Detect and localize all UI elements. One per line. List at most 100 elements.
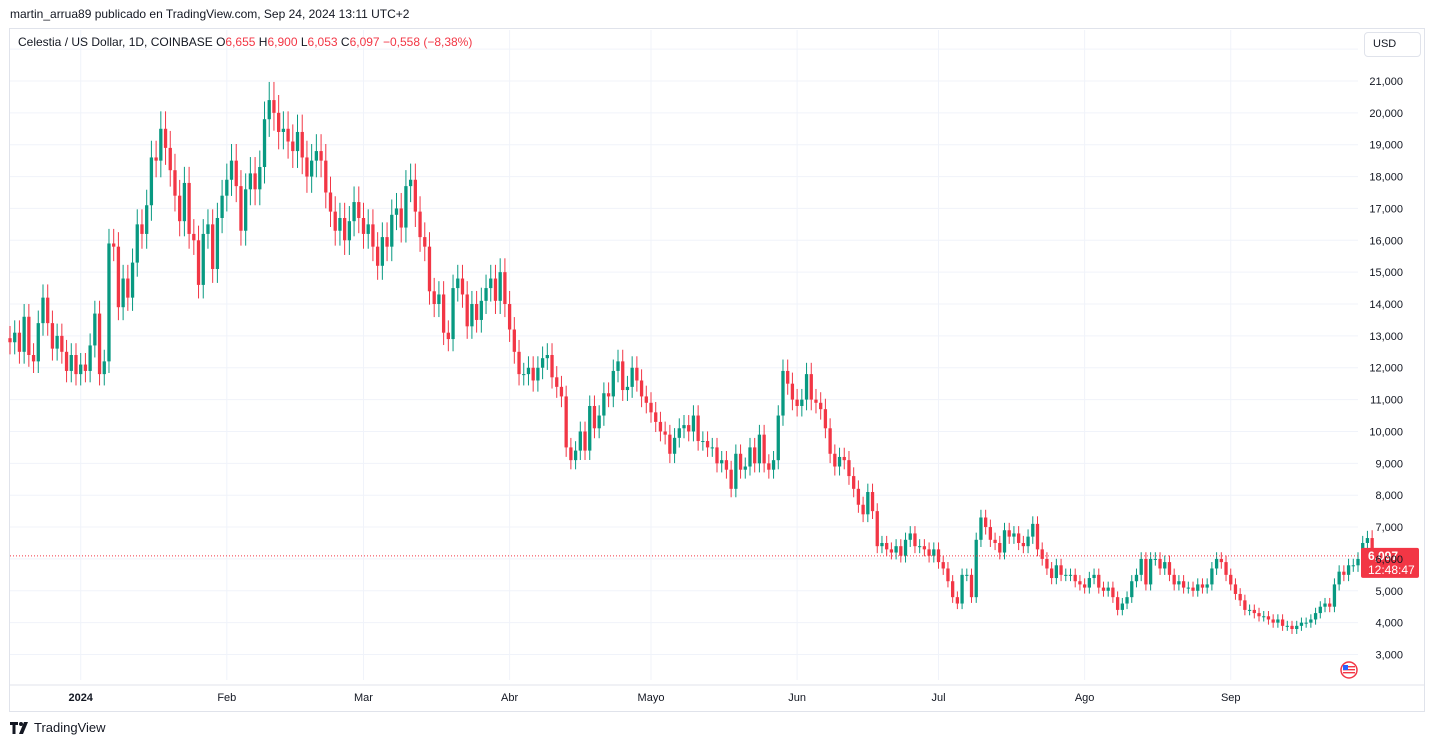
candle [998,535,1002,560]
candle-body [168,147,172,171]
currency-button[interactable]: USD [1364,32,1421,57]
candle-body [795,399,799,406]
candle [441,281,446,346]
candle-body [979,517,983,540]
candle [1064,568,1068,582]
candle [178,179,182,237]
candle-body [163,128,168,148]
candle [130,248,135,311]
candle-body [244,189,248,231]
candle-body [913,533,917,547]
candle [1356,552,1360,572]
price-tick-label: 19,000 [1369,140,1403,152]
candle [720,450,724,473]
candle-body [154,157,158,161]
candle [536,356,540,392]
us-flag-icon[interactable] [1340,661,1358,679]
candle-body [545,355,549,359]
candle [423,222,427,262]
candle [705,431,710,457]
candle-body [1224,562,1228,575]
candle-body [352,202,356,222]
candle-body [1186,587,1190,589]
candle-body [616,361,620,371]
candle [842,447,846,470]
candle-body [13,332,17,343]
candle [1111,581,1115,603]
candle [17,320,22,364]
candle [451,274,455,352]
candle-body [1356,558,1360,566]
candle-body [69,355,73,371]
candle [828,418,832,464]
low-label: L [300,35,308,49]
candle-body [1205,584,1209,588]
candle-body [738,453,743,470]
candle [592,395,597,439]
candle [889,542,894,560]
candle [215,202,220,283]
candle [1012,526,1016,544]
price-tick-label: 18,000 [1369,172,1403,184]
candle-body [724,460,729,470]
candle [1323,597,1327,613]
candle [767,454,771,479]
candle-body [423,237,427,247]
candle [333,196,337,246]
candle [1328,597,1332,613]
price-tick-label: 13,000 [1369,331,1403,343]
candles [8,81,1374,634]
candle [936,542,941,569]
candle [1191,581,1195,597]
candle [112,228,116,262]
candle-body [809,374,813,400]
candle-body [206,224,210,234]
candle [597,405,601,439]
candle-body [1082,584,1087,588]
candle [668,424,672,464]
candle-body [1016,533,1021,543]
candle-body [965,574,969,576]
candle-body [441,294,446,333]
candle [1200,578,1205,594]
candle-body [31,355,36,362]
candle-body [592,405,597,429]
candle [93,300,97,358]
candle [1229,568,1233,591]
candle-body [239,186,243,231]
candle-body [1002,530,1007,553]
candle-body [1285,625,1289,627]
time-axis[interactable]: 2024 Feb Mar Abr Mayo Jun Jul Ago Sep [68,692,1240,704]
candle [550,343,554,389]
candle [762,424,766,473]
candle [64,339,69,383]
candle-body [1200,584,1205,588]
candle [145,189,149,249]
price-tick-label: 4,000 [1375,618,1403,630]
candle-body [286,128,290,142]
candle [517,339,521,386]
symbol-title[interactable]: Celestia / US Dollar, 1D, COINBASE [18,35,213,49]
candle-body [946,568,950,582]
candle [1276,614,1280,628]
candle-body [41,297,45,324]
candle [163,111,168,165]
candle [649,392,653,423]
candle [969,568,974,603]
candle [121,264,125,321]
candle [701,431,705,451]
candle-body [1172,574,1176,585]
candle-body [578,431,582,451]
candle [408,163,413,203]
candle [79,353,83,386]
candle-body [682,425,686,429]
candle-body [1134,574,1139,582]
candle [1167,555,1172,582]
candle [635,356,639,392]
candle [1144,552,1148,591]
candle-body [1266,616,1271,620]
footer-branding[interactable]: TradingView [10,720,106,735]
candle [583,421,587,460]
candle-body [526,367,531,375]
